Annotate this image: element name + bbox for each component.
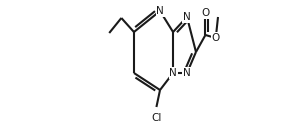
Text: Cl: Cl bbox=[151, 113, 161, 123]
Text: O: O bbox=[201, 8, 210, 18]
Text: O: O bbox=[212, 33, 220, 43]
Text: N: N bbox=[183, 12, 191, 22]
Text: N: N bbox=[169, 68, 177, 78]
Text: N: N bbox=[183, 68, 191, 78]
Text: N: N bbox=[156, 6, 164, 16]
